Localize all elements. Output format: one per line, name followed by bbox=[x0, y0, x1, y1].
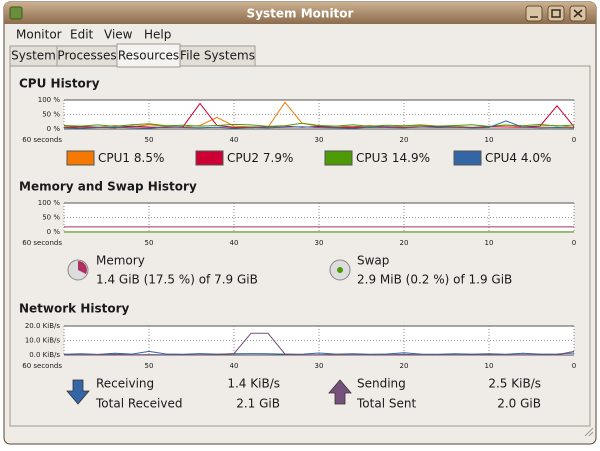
tab-label[interactable]: File Systems bbox=[180, 49, 255, 63]
network-name: Sending bbox=[357, 377, 406, 391]
section-title: Memory and Swap History bbox=[19, 180, 197, 194]
legend-name: CPU1 bbox=[98, 151, 130, 165]
x-tick-label: 50 bbox=[145, 362, 154, 370]
network-total-label: Total Sent bbox=[356, 397, 416, 411]
menu-item[interactable]: Help bbox=[144, 28, 171, 42]
legend-name: CPU3 bbox=[356, 151, 388, 165]
menu-item[interactable]: Monitor bbox=[16, 28, 62, 42]
usage-icon-dot bbox=[337, 267, 343, 273]
window-icon bbox=[9, 6, 23, 20]
resize-grip bbox=[584, 427, 594, 437]
legend-swatch[interactable] bbox=[66, 150, 95, 166]
maximize-button[interactable] bbox=[547, 5, 565, 22]
x-tick-label: 40 bbox=[230, 362, 239, 370]
x-tick-label: 10 bbox=[485, 362, 494, 370]
series-line bbox=[63, 122, 575, 127]
usage-name: Memory bbox=[96, 254, 145, 268]
legend-label: CPU3 14.9% bbox=[356, 151, 430, 165]
x-tick-label: 30 bbox=[315, 362, 324, 370]
network-icon bbox=[328, 379, 352, 405]
y-tick-label: 0 % bbox=[47, 228, 61, 236]
title-bar bbox=[4, 2, 596, 24]
x-tick-label: 40 bbox=[230, 239, 239, 247]
usage-detail: 2.9 MiB (0.2 %) of 1.9 GiB bbox=[357, 273, 512, 287]
x-tick-label: 40 bbox=[230, 136, 239, 144]
x-tick-label: 0 bbox=[572, 239, 576, 247]
menu-item[interactable]: View bbox=[104, 28, 133, 42]
x-tick-label: 20 bbox=[400, 136, 409, 144]
legend-usage: 14.9% bbox=[392, 151, 430, 165]
x-tick-label: 30 bbox=[315, 239, 324, 247]
y-tick-label: 100 % bbox=[38, 199, 61, 207]
usage-name: Swap bbox=[357, 254, 389, 268]
network-rate: 1.4 KiB/s bbox=[227, 377, 280, 391]
legend-label: CPU1 8.5% bbox=[98, 151, 164, 165]
x-tick-label: 60 seconds bbox=[22, 239, 62, 247]
usage-icon-wedge bbox=[78, 261, 87, 274]
minimize-button[interactable] bbox=[525, 5, 543, 22]
section-title: CPU History bbox=[19, 77, 100, 91]
y-tick-label: 50 % bbox=[42, 111, 60, 119]
y-tick-label: 50 % bbox=[42, 214, 60, 222]
usage-detail: 1.4 GiB (17.5 %) of 7.9 GiB bbox=[96, 273, 258, 287]
x-tick-label: 0 bbox=[572, 136, 576, 144]
legend-swatch[interactable] bbox=[453, 150, 482, 166]
legend-name: CPU4 bbox=[485, 151, 517, 165]
series-line bbox=[63, 332, 575, 356]
window-buttons[interactable] bbox=[525, 5, 587, 22]
x-tick-label: 0 bbox=[572, 362, 576, 370]
network-rate: 2.5 KiB/s bbox=[488, 377, 541, 391]
x-tick-label: 20 bbox=[400, 362, 409, 370]
legend-usage: 4.0% bbox=[521, 151, 552, 165]
y-tick-label: 100 % bbox=[38, 96, 61, 104]
tab[interactable] bbox=[179, 45, 256, 67]
x-tick-label: 30 bbox=[315, 136, 324, 144]
x-tick-label: 20 bbox=[400, 239, 409, 247]
legend-label: CPU4 4.0% bbox=[485, 151, 551, 165]
x-tick-label: 50 bbox=[145, 239, 154, 247]
series-line bbox=[63, 120, 575, 129]
network-total: 2.0 GiB bbox=[497, 397, 541, 411]
legend-label: CPU2 7.9% bbox=[227, 151, 293, 165]
y-tick-label: 0.0 KiB/s bbox=[29, 351, 60, 359]
network-name: Receiving bbox=[96, 377, 154, 391]
series-line bbox=[63, 350, 575, 355]
x-tick-label: 10 bbox=[485, 136, 494, 144]
section-title: Network History bbox=[19, 302, 130, 316]
x-tick-label: 60 seconds bbox=[22, 136, 62, 144]
legend-name: CPU2 bbox=[227, 151, 259, 165]
y-tick-label: 20.0 KiB/s bbox=[25, 322, 61, 330]
y-tick-label: 10.0 KiB/s bbox=[25, 337, 61, 345]
x-tick-label: 50 bbox=[145, 136, 154, 144]
legend-swatch[interactable] bbox=[324, 150, 353, 166]
tab-label[interactable]: Resources bbox=[118, 49, 179, 63]
tab-label[interactable]: Processes bbox=[57, 49, 116, 63]
tab-label[interactable]: System bbox=[11, 49, 56, 63]
legend-usage: 7.9% bbox=[263, 151, 294, 165]
network-icon bbox=[66, 379, 90, 405]
legend-usage: 8.5% bbox=[134, 151, 165, 165]
network-total: 2.1 GiB bbox=[236, 397, 280, 411]
network-total-label: Total Received bbox=[95, 397, 182, 411]
y-tick-label: 0 % bbox=[47, 125, 61, 133]
window-title: System Monitor bbox=[247, 7, 354, 21]
legend-swatch[interactable] bbox=[195, 150, 224, 166]
menu-item[interactable]: Edit bbox=[70, 28, 94, 42]
x-tick-label: 60 seconds bbox=[22, 362, 62, 370]
x-tick-label: 10 bbox=[485, 239, 494, 247]
